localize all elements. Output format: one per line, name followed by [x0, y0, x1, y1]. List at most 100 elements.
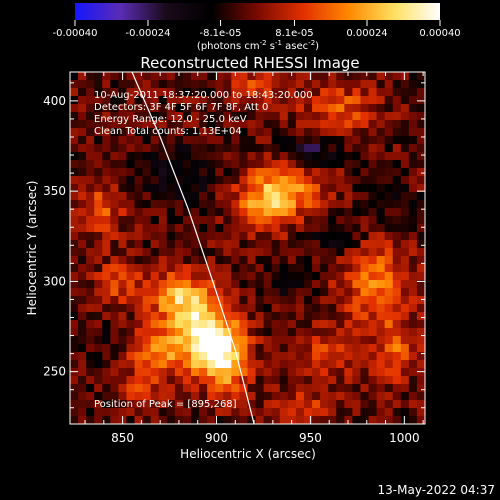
heatmap-cell — [174, 336, 184, 345]
heatmap-cell — [94, 88, 103, 97]
heatmap-cell — [312, 416, 321, 424]
heatmap-cell — [416, 272, 425, 281]
heatmap-cell — [287, 408, 297, 417]
heatmap-cell — [126, 224, 136, 233]
heatmap-cell — [110, 384, 120, 393]
heatmap-cell — [336, 80, 345, 89]
heatmap-cell — [166, 304, 176, 313]
heatmap-cell — [368, 184, 378, 193]
heatmap-cell — [416, 360, 425, 369]
heatmap-cell — [78, 160, 87, 169]
heatmap-cell — [191, 176, 200, 185]
heatmap-cell — [70, 136, 79, 145]
heatmap-cell — [352, 168, 362, 177]
heatmap-cell — [166, 416, 176, 424]
heatmap-cell — [392, 96, 402, 105]
heatmap-cell — [150, 104, 160, 113]
heatmap-cell — [207, 384, 216, 393]
heatmap-cell — [400, 296, 410, 305]
heatmap-cell — [352, 152, 362, 161]
heatmap-cell — [408, 248, 418, 257]
heatmap-cell — [263, 272, 273, 281]
heatmap-cell — [199, 160, 208, 169]
heatmap-cell — [368, 392, 378, 401]
heatmap-cell — [150, 112, 160, 121]
heatmap-cell — [86, 256, 95, 265]
heatmap-cell — [279, 176, 289, 185]
heatmap-cell — [223, 120, 232, 129]
heatmap-cell — [102, 72, 111, 81]
heatmap-cell — [263, 80, 273, 89]
heatmap-cell — [118, 384, 128, 393]
heatmap-cell — [239, 168, 249, 177]
heatmap-cell — [408, 176, 418, 185]
heatmap-cell — [295, 400, 305, 409]
heatmap-cell — [199, 184, 208, 193]
heatmap-cell — [312, 312, 321, 321]
heatmap-cell — [287, 144, 297, 153]
heatmap-cell — [392, 152, 402, 161]
heatmap-cell — [279, 72, 289, 81]
heatmap-cell — [255, 200, 265, 209]
heatmap-cell — [86, 72, 95, 81]
heatmap-cell — [263, 360, 273, 369]
heatmap-cell — [352, 224, 362, 233]
heatmap-cell — [279, 248, 289, 257]
heatmap-cell — [287, 104, 297, 113]
heatmap-cell — [255, 232, 265, 241]
heatmap-cell — [320, 240, 329, 249]
heatmap-cell — [295, 128, 305, 137]
heatmap-cell — [94, 72, 103, 81]
heatmap-cell — [191, 280, 200, 289]
heatmap-cell — [191, 152, 200, 161]
heatmap-cell — [166, 208, 176, 217]
heatmap-cell — [86, 384, 95, 393]
heatmap-cell — [376, 112, 386, 121]
heatmap-cell — [400, 344, 410, 353]
heatmap-cell — [78, 360, 87, 369]
heatmap-cell — [247, 176, 257, 185]
heatmap-cell — [271, 408, 281, 417]
heatmap-cell — [215, 392, 224, 401]
heatmap-cell — [126, 112, 136, 121]
heatmap-cell — [118, 128, 128, 137]
heatmap-cell — [110, 280, 120, 289]
heatmap-cell — [239, 72, 249, 81]
heatmap-cell — [352, 88, 362, 97]
heatmap-cell — [255, 184, 265, 193]
heatmap-cell — [182, 176, 192, 185]
heatmap-cell — [416, 352, 425, 361]
heatmap-cell — [344, 160, 353, 169]
heatmap-cell — [110, 240, 120, 249]
heatmap-cell — [400, 240, 410, 249]
heatmap-cell — [110, 312, 120, 321]
heatmap-cell — [328, 216, 337, 225]
heatmap-cell — [352, 208, 362, 217]
heatmap-cell — [191, 336, 200, 345]
heatmap-cell — [86, 80, 95, 89]
heatmap-cell — [303, 160, 313, 169]
heatmap-cell — [360, 288, 370, 297]
heatmap-cell — [70, 112, 79, 121]
heatmap-cell — [320, 344, 329, 353]
heatmap-cell — [223, 208, 232, 217]
heatmap-cell — [223, 232, 232, 241]
heatmap-cell — [416, 224, 425, 233]
heatmap-cell — [303, 248, 313, 257]
heatmap-cell — [239, 256, 249, 265]
heatmap-cell — [416, 368, 425, 377]
heatmap-cell — [279, 184, 289, 193]
heatmap-cell — [303, 152, 313, 161]
heatmap-cell — [255, 376, 265, 385]
heatmap-cell — [78, 376, 87, 385]
heatmap-cell — [158, 416, 168, 424]
heatmap-cell — [223, 360, 232, 369]
heatmap-cell — [207, 256, 216, 265]
heatmap-cell — [392, 136, 402, 145]
heatmap-cell — [86, 192, 95, 201]
heatmap-cell — [328, 304, 337, 313]
heatmap-cell — [384, 224, 394, 233]
heatmap-cell — [231, 344, 241, 353]
heatmap-cell — [360, 304, 370, 313]
heatmap-cell — [239, 408, 249, 417]
